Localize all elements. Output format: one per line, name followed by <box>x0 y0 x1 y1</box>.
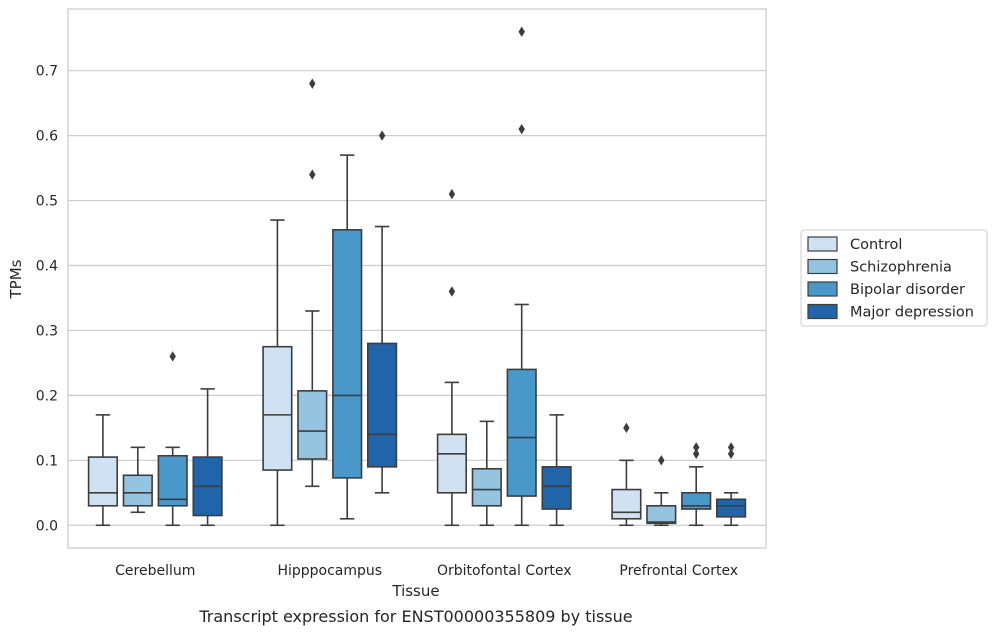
box-iqr <box>471 467 502 507</box>
box-iqr <box>297 390 328 460</box>
box-3-1 <box>646 455 677 527</box>
chart-caption: Transcript expression for ENST0000035580… <box>198 607 632 626</box>
box-0-1 <box>122 446 153 514</box>
outlier-point <box>518 26 525 37</box>
box-iqr <box>611 488 642 520</box>
legend-label: Major depression <box>850 305 974 321</box>
x-tick-label: Hipppocampus <box>277 563 382 579</box>
box-3-2 <box>681 442 712 527</box>
box-0-3 <box>192 388 223 527</box>
box-iqr <box>646 504 677 525</box>
box-iqr <box>122 474 153 507</box>
outlier-point <box>693 448 700 460</box>
box-iqr <box>681 492 712 510</box>
x-tick-label: Cerebellum <box>115 563 195 579</box>
outlier-point <box>623 422 630 434</box>
outlier-point <box>448 188 456 200</box>
outlier-point <box>518 123 525 135</box>
legend-label: Bipolar disorder <box>850 282 965 298</box>
box-0-0 <box>87 414 119 527</box>
box-iqr <box>436 433 468 494</box>
box-2-1 <box>471 420 502 527</box>
box-iqr <box>715 498 747 518</box>
outlier-point <box>658 455 665 466</box>
box-3-3 <box>715 442 747 527</box>
y-axis-ticks: 0.0 0.1 0.2 0.3 0.4 0.5 0.6 0.7 <box>36 64 58 535</box>
y-tick-label: 0.3 <box>36 323 58 339</box>
legend: Control Schizophrenia Bipolar disorder Majo… <box>800 229 988 327</box>
outlier-point <box>727 442 735 453</box>
box-iqr <box>332 228 363 479</box>
plot-area <box>67 8 767 549</box>
y-tick-label: 0.1 <box>36 453 58 469</box>
y-tick-label: 0.2 <box>36 388 58 404</box>
outlier-point <box>727 448 735 460</box>
legend-label: Control <box>850 237 902 253</box>
box-3-0 <box>611 422 642 527</box>
y-axis-label: TPMs <box>7 259 25 299</box>
y-tick-label: 0.0 <box>36 518 58 534</box>
outlier-point <box>309 78 316 89</box>
y-tick-label: 0.4 <box>36 259 58 275</box>
y-tick-label: 0.6 <box>36 129 58 145</box>
box-2-2 <box>506 26 537 527</box>
outlier-point <box>448 286 456 297</box>
outlier-point <box>693 442 700 453</box>
box-iqr <box>541 466 572 510</box>
outlier-point <box>309 169 316 180</box>
box-1-2 <box>332 154 363 520</box>
x-axis-ticks: Cerebellum Hipppocampus Orbitofontal Corte… <box>115 563 738 579</box>
legend-swatch <box>807 258 838 275</box>
legend-swatch <box>807 281 838 297</box>
box-0-2 <box>157 351 188 527</box>
legend-label: Schizophrenia <box>850 260 952 276</box>
box-iqr <box>87 456 119 507</box>
box-iqr <box>506 368 537 497</box>
legend-swatch <box>807 236 838 252</box>
boxes <box>87 26 747 527</box>
outlier-point <box>169 351 176 362</box>
y-tick-label: 0.7 <box>36 64 58 80</box>
box-iqr <box>157 454 188 507</box>
x-tick-label: Orbitofontal Cortex <box>437 563 572 579</box>
box-iqr <box>366 342 398 468</box>
legend-swatch <box>807 303 838 320</box>
x-axis-label: Tissue <box>391 582 439 600</box>
box-1-1 <box>297 78 328 488</box>
box-2-3 <box>541 414 572 527</box>
x-tick-label: Prefrontal Cortex <box>619 563 738 579</box>
box-1-0 <box>262 219 293 527</box>
box-iqr <box>262 345 293 471</box>
box-1-3 <box>366 130 398 494</box>
box-2-0 <box>436 188 468 527</box>
legend-frame <box>800 229 988 327</box>
outlier-point <box>378 130 386 141</box>
y-tick-label: 0.5 <box>36 194 58 210</box>
